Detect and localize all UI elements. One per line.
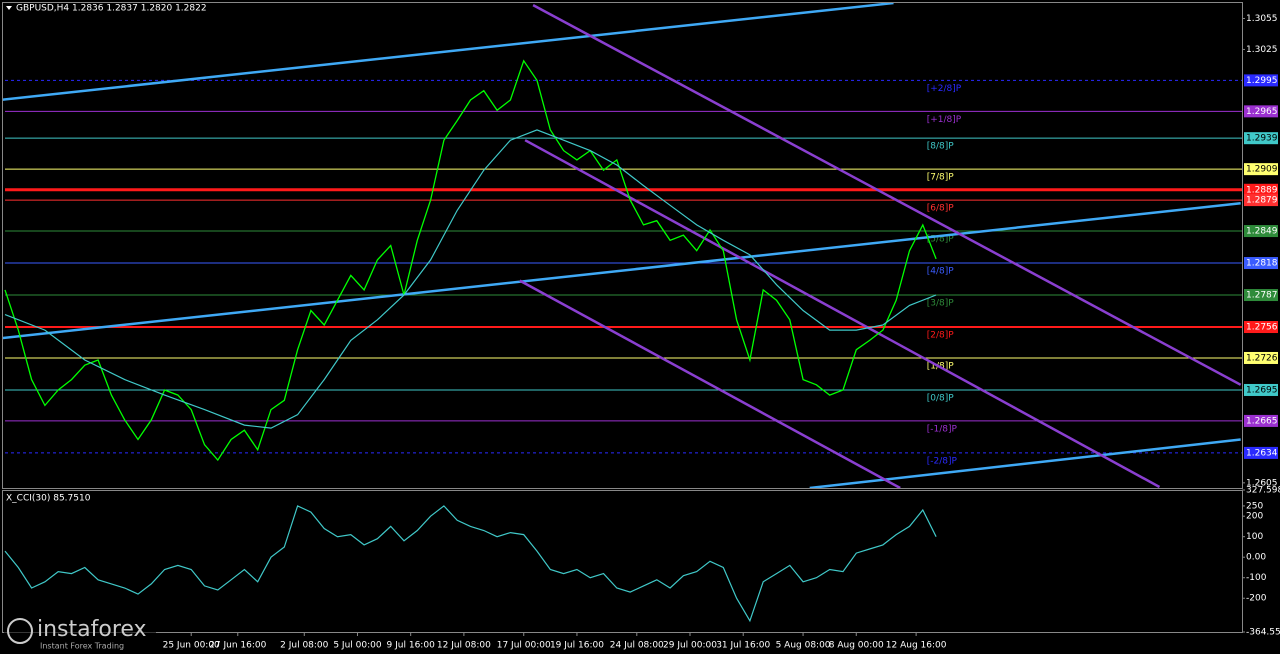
level-label: [2/8]P xyxy=(927,331,955,341)
y-tick-label: 1.3055 xyxy=(1246,14,1278,24)
series-line xyxy=(4,505,937,623)
x-tick-label: 29 Jul 00:00 xyxy=(663,641,717,651)
y-tick-label: 250 xyxy=(1246,501,1263,511)
x-tick-label: 9 Jul 16:00 xyxy=(387,641,436,651)
level-label: [6/8]P xyxy=(927,204,955,214)
y-tick-label: 327.598 xyxy=(1246,486,1280,496)
brand-backdrop xyxy=(4,615,156,653)
x-tick-label: 17 Jul 00:00 xyxy=(497,641,551,651)
series-line xyxy=(4,59,937,462)
plot-area: [+2/8]P [+1/8]P [8/8]P [7/8]P [6/8]P [5/8]P [4… xyxy=(3,3,1242,488)
price-box-label: 1.2879 xyxy=(1246,196,1278,206)
price-box xyxy=(1244,257,1278,270)
price-box-label: 1.2939 xyxy=(1246,134,1278,144)
price-box-label: 1.2909 xyxy=(1246,165,1278,175)
level-label: [-2/8]P xyxy=(927,456,958,466)
price-box-label: 1.2634 xyxy=(1246,448,1278,458)
price-box xyxy=(1244,289,1278,302)
price-box xyxy=(1244,225,1278,238)
brand-name: instaforex xyxy=(37,617,147,642)
brand-icon xyxy=(7,618,33,644)
level-label: [0/8]P xyxy=(927,393,955,403)
x-tick-label: 2 Jul 08:00 xyxy=(280,641,329,651)
price-box xyxy=(1244,321,1278,334)
series-line xyxy=(532,3,1242,386)
price-box-label: 1.2787 xyxy=(1246,291,1278,301)
x-tick-label: 12 Jul 08:00 xyxy=(437,641,491,651)
price-box xyxy=(1244,132,1278,145)
price-box xyxy=(1244,74,1278,87)
brand: instaforex Instant Forex Trading xyxy=(4,615,156,653)
cci-frame xyxy=(2,490,1243,633)
level-label: [-1/8]P xyxy=(927,424,958,434)
x-tick-label: 31 Jul 16:00 xyxy=(716,641,770,651)
price-box-label: 1.2695 xyxy=(1246,385,1278,395)
price-box xyxy=(1244,163,1278,176)
chart-title: GBPUSD,H4 1.2836 1.2837 1.2820 1.2822 xyxy=(16,4,207,14)
price-box xyxy=(1244,351,1278,364)
price-box xyxy=(1244,194,1278,207)
series-line xyxy=(519,279,901,488)
y-tick-label: -100 xyxy=(1246,573,1267,583)
level-label: [8/8]P xyxy=(927,142,955,152)
price-box xyxy=(1244,414,1278,427)
brand-tagline: Instant Forex Trading xyxy=(40,642,124,651)
x-tick-label: 8 Aug 00:00 xyxy=(829,641,884,651)
series-line xyxy=(524,139,1161,488)
price-box-label: 1.2849 xyxy=(1246,227,1278,237)
y-tick-label: 1.3025 xyxy=(1246,45,1278,55)
price-box xyxy=(1244,383,1278,396)
x-tick-label: 19 Jul 16:00 xyxy=(550,641,604,651)
y-tick-label: 100 xyxy=(1246,532,1263,542)
price-box xyxy=(1244,105,1278,118)
price-box-label: 1.2995 xyxy=(1246,76,1278,86)
series-line xyxy=(4,129,937,429)
price-box xyxy=(1244,446,1278,459)
x-tick-label: 5 Aug 08:00 xyxy=(776,641,831,651)
price-box-label: 1.2965 xyxy=(1246,107,1278,117)
price-box-label: 1.2756 xyxy=(1246,323,1278,333)
price-box xyxy=(1244,183,1278,196)
series-line xyxy=(3,201,1241,340)
level-label: [7/8]P xyxy=(927,173,955,183)
x-tick-label: 24 Jul 08:00 xyxy=(610,641,664,651)
y-tick-label: -200 xyxy=(1246,594,1267,604)
x-tick-label: 27 Jun 16:00 xyxy=(209,641,266,651)
x-tick-label: 25 Jun 00:00 xyxy=(163,641,220,651)
y-tick-label: 0.00 xyxy=(1246,553,1266,563)
title-marker xyxy=(6,6,12,10)
level-label: [3/8]P xyxy=(927,299,955,309)
series-line xyxy=(809,438,1241,488)
level-label: [4/8]P xyxy=(927,267,955,277)
indicator-title: X_CCI(30) 85.7510 xyxy=(6,494,91,504)
series-line xyxy=(3,3,894,101)
price-frame xyxy=(2,2,1243,489)
price-box-label: 1.2665 xyxy=(1246,416,1278,426)
price-box-label: 1.2889 xyxy=(1246,185,1278,195)
y-tick-label: 1.2605 xyxy=(1246,478,1278,488)
plot-area xyxy=(4,505,937,623)
level-label: [5/8]P xyxy=(927,235,955,245)
y-tick-label: -364.550 xyxy=(1246,628,1280,638)
x-tick-label: 12 Aug 16:00 xyxy=(886,641,947,651)
x-tick-label: 5 Jul 00:00 xyxy=(333,641,382,651)
price-box-label: 1.2818 xyxy=(1246,259,1278,269)
level-label: [+1/8]P xyxy=(927,115,962,125)
price-box-label: 1.2726 xyxy=(1246,353,1278,363)
y-tick-label: 200 xyxy=(1246,512,1263,522)
level-label: [+2/8]P xyxy=(927,84,962,94)
